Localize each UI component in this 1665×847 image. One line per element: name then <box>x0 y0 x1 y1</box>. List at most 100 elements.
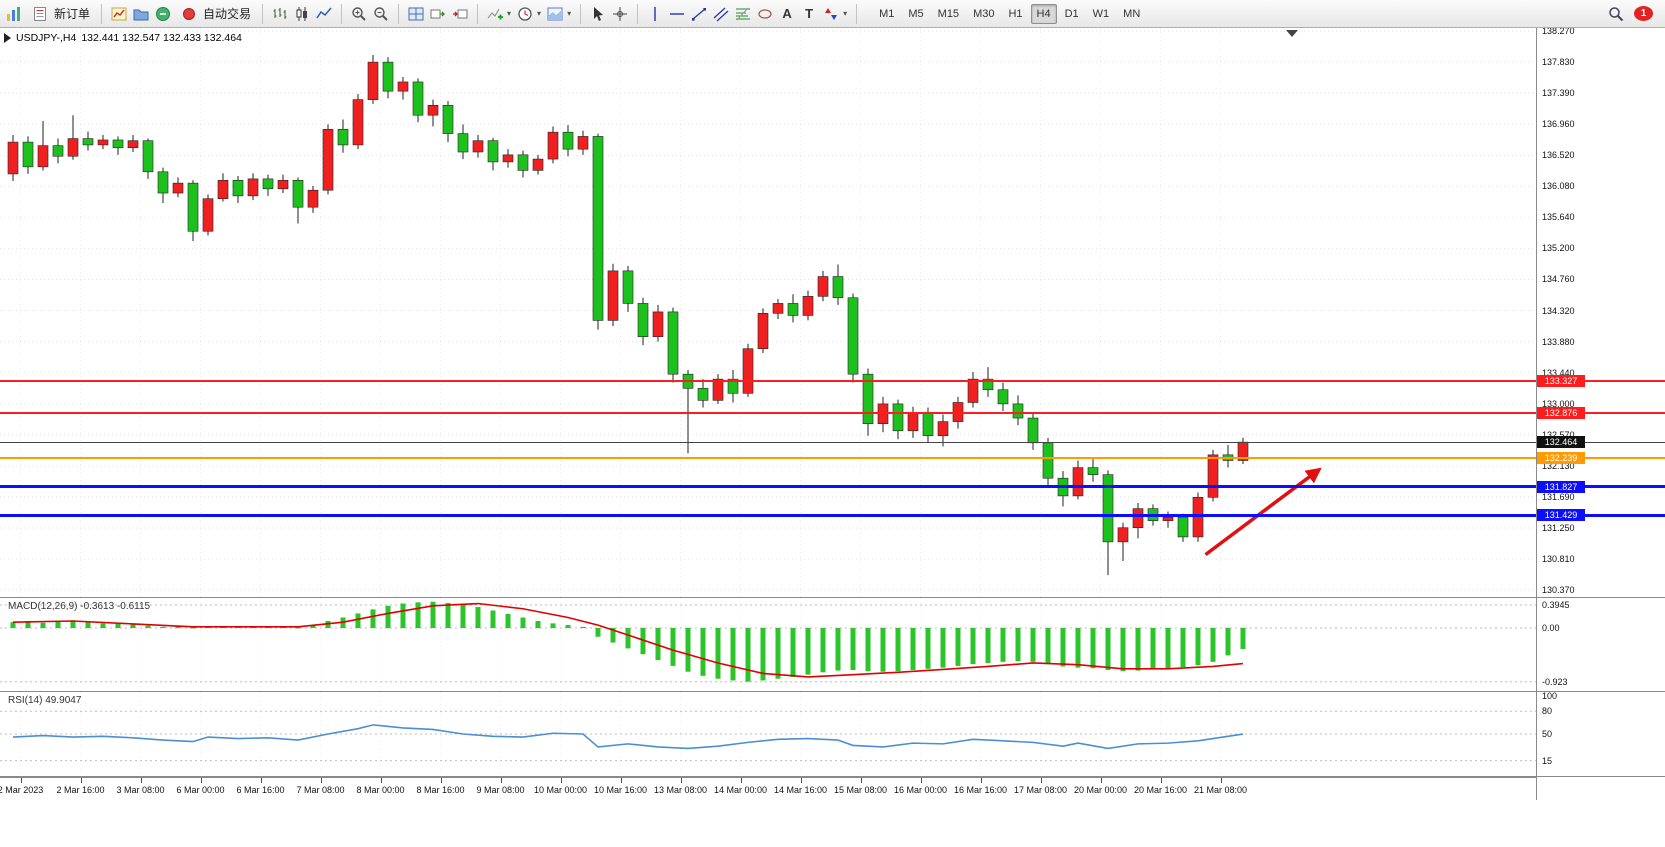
price-axis-label: 135.640 <box>1542 212 1575 223</box>
channel-icon[interactable] <box>711 4 731 24</box>
new-order-button[interactable]: 新订单 <box>26 2 94 26</box>
time-tick <box>140 778 142 783</box>
candle <box>472 135 484 158</box>
cursor-icon[interactable] <box>588 4 608 24</box>
macd-indicator-panel[interactable] <box>0 598 1537 691</box>
candle <box>892 399 904 440</box>
symbol-period-label: USDJPY-,H4 <box>16 32 77 44</box>
trendline-icon[interactable] <box>689 4 709 24</box>
price-axis[interactable]: 138.270 137.830 137.390 136.960 136.520 136.0… <box>1536 26 1665 777</box>
text-label-icon[interactable]: T <box>805 6 814 21</box>
candle <box>67 115 79 160</box>
new-order-label: 新订单 <box>54 7 91 21</box>
trend-arrow[interactable] <box>1204 467 1322 557</box>
arrows-icon[interactable] <box>821 4 841 24</box>
shapes-icon[interactable] <box>755 4 775 24</box>
timeframe-m30[interactable]: M30 <box>973 7 995 20</box>
price-axis-label: 132.570 <box>1542 429 1575 440</box>
profiles-icon[interactable] <box>131 4 151 24</box>
rsi-axis-label: 50 <box>1542 729 1553 739</box>
periods-icon[interactable] <box>515 4 535 24</box>
candle <box>7 135 19 182</box>
templates-icon[interactable] <box>545 4 565 24</box>
timeframe-h1[interactable]: H1 <box>1008 7 1023 20</box>
line-chart-type-icon[interactable] <box>314 4 334 24</box>
time-axis[interactable]: 2 Mar 2023 2 Mar 16:00 3 Mar 08:00 6 Mar 00… <box>0 777 1537 801</box>
candle <box>22 136 34 174</box>
chevron-down-icon[interactable]: ▾ <box>843 9 848 18</box>
rsi-axis[interactable]: 100 80 50 15 <box>1536 691 1665 776</box>
macd-axis-label: 0.00 <box>1542 623 1560 633</box>
candle <box>727 369 739 403</box>
panel-splitter[interactable] <box>0 597 1665 598</box>
chart-title: USDJPY-,H4 132.441 132.547 132.433 132.4… <box>4 32 242 44</box>
candle <box>487 137 499 171</box>
chevron-down-icon[interactable]: ▾ <box>567 9 572 18</box>
notification-badge[interactable]: 1 <box>1634 6 1653 21</box>
time-tick <box>1040 778 1042 783</box>
bar-chart-type-icon[interactable] <box>270 4 290 24</box>
time-axis-label: 10 Mar 00:00 <box>533 785 588 795</box>
vertical-line-icon[interactable] <box>645 4 665 24</box>
candle <box>1192 492 1204 542</box>
candle <box>112 136 124 155</box>
crosshair-icon[interactable] <box>610 4 630 24</box>
candlestick-chart-type-icon[interactable] <box>292 4 312 24</box>
rsi-indicator-panel[interactable] <box>0 692 1537 776</box>
time-tick <box>1160 778 1162 783</box>
price-axis-label: 137.830 <box>1542 57 1575 68</box>
time-tick <box>620 778 622 783</box>
candle <box>802 290 814 321</box>
time-axis-label: 8 Mar 16:00 <box>416 785 465 795</box>
separator <box>856 3 858 24</box>
candle <box>922 407 934 443</box>
chevron-down-icon[interactable]: ▾ <box>507 9 512 18</box>
candle <box>607 263 619 327</box>
candle <box>847 293 859 383</box>
candle <box>877 396 889 433</box>
candle <box>1027 412 1039 450</box>
macd-signal-line <box>12 602 1244 678</box>
auto-scroll-icon[interactable] <box>428 4 448 24</box>
time-axis-label: 9 Mar 08:00 <box>476 785 525 795</box>
horizontal-line-icon[interactable] <box>667 4 687 24</box>
price-axis-label: 133.000 <box>1542 398 1575 409</box>
time-axis-label: 3 Mar 08:00 <box>116 785 165 795</box>
timeframe-mn[interactable]: MN <box>1123 7 1141 20</box>
time-tick <box>680 778 682 783</box>
text-icon[interactable]: A <box>782 6 792 21</box>
timeframe-m1[interactable]: M1 <box>879 7 895 20</box>
candle <box>787 294 799 323</box>
chart-shift-icon[interactable] <box>450 4 470 24</box>
chevron-down-icon[interactable]: ▾ <box>537 9 542 18</box>
zoom-in-icon[interactable] <box>349 4 369 24</box>
autotrading-button[interactable]: 自动交易 <box>175 2 255 26</box>
time-tick <box>260 778 262 783</box>
time-axis-label: 6 Mar 00:00 <box>176 785 225 795</box>
indicators-icon[interactable] <box>485 4 505 24</box>
zoom-out-icon[interactable] <box>371 4 391 24</box>
one-click-trading-toggle[interactable] <box>4 33 11 43</box>
candle <box>532 154 544 175</box>
panel-splitter[interactable] <box>0 691 1665 692</box>
candle <box>652 304 664 342</box>
timeframe-m5[interactable]: M5 <box>908 7 924 20</box>
tile-windows-icon[interactable] <box>406 4 426 24</box>
data-window-icon[interactable] <box>153 4 173 24</box>
time-tick <box>500 778 502 783</box>
candlestick-chart[interactable] <box>0 28 1537 597</box>
timeframe-m15[interactable]: M15 <box>937 7 960 20</box>
search-icon[interactable] <box>1606 4 1626 24</box>
price-axis-label: 136.960 <box>1542 119 1575 130</box>
timeframe-d1[interactable]: D1 <box>1064 7 1079 20</box>
chart-shift-marker <box>1286 30 1298 37</box>
fibonacci-icon[interactable] <box>733 4 753 24</box>
rsi-label-row: RSI(14) 49.9047 <box>8 695 81 706</box>
new-chart-icon[interactable] <box>109 4 129 24</box>
app-icon <box>4 4 24 24</box>
timeframe-h4[interactable]: H4 <box>1030 3 1057 24</box>
separator <box>477 3 479 24</box>
panel-splitter[interactable] <box>0 776 1665 777</box>
macd-axis[interactable]: 0.3945 0.00 -0.923 <box>1536 598 1665 691</box>
timeframe-w1[interactable]: W1 <box>1092 7 1110 20</box>
